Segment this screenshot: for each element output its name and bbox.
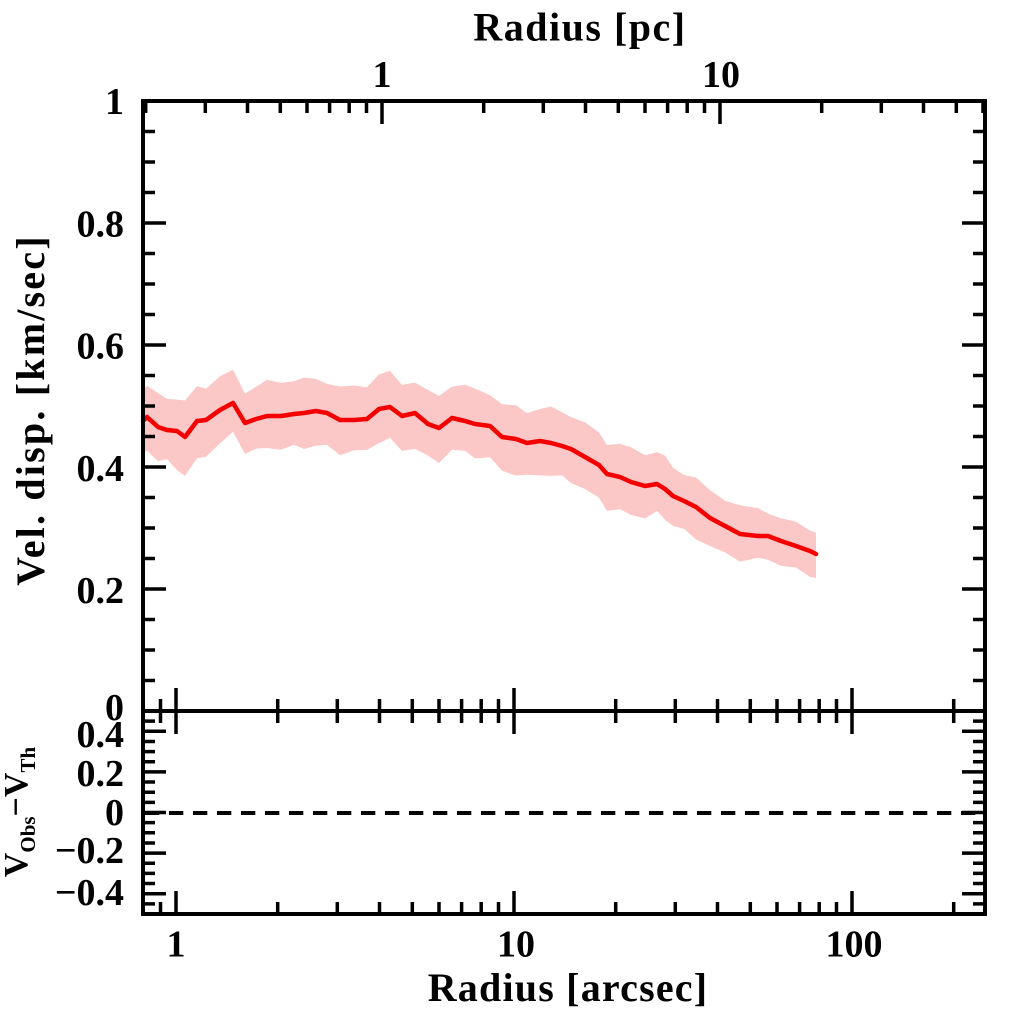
svg-text:1: 1	[105, 81, 124, 123]
svg-text:10: 10	[497, 924, 535, 966]
svg-text:−0.4: −0.4	[55, 872, 124, 914]
svg-text:0.2: 0.2	[77, 570, 125, 612]
svg-text:0.8: 0.8	[77, 204, 125, 246]
svg-text:1: 1	[373, 54, 392, 96]
svg-text:−0.2: −0.2	[55, 830, 124, 872]
svg-text:0.6: 0.6	[77, 326, 125, 368]
svg-text:1: 1	[167, 924, 186, 966]
svg-text:0: 0	[105, 792, 124, 834]
svg-text:Radius [pc]: Radius [pc]	[473, 5, 686, 50]
svg-text:Radius [arcsec]: Radius [arcsec]	[428, 965, 709, 1010]
svg-text:100: 100	[826, 924, 883, 966]
svg-text:Vel. disp. [km/sec]: Vel. disp. [km/sec]	[8, 234, 53, 585]
svg-text:0.4: 0.4	[77, 448, 125, 490]
svg-text:0: 0	[105, 687, 124, 729]
svg-text:0.2: 0.2	[77, 753, 125, 795]
svg-text:10: 10	[702, 54, 740, 96]
svg-text:0.4: 0.4	[77, 714, 125, 756]
